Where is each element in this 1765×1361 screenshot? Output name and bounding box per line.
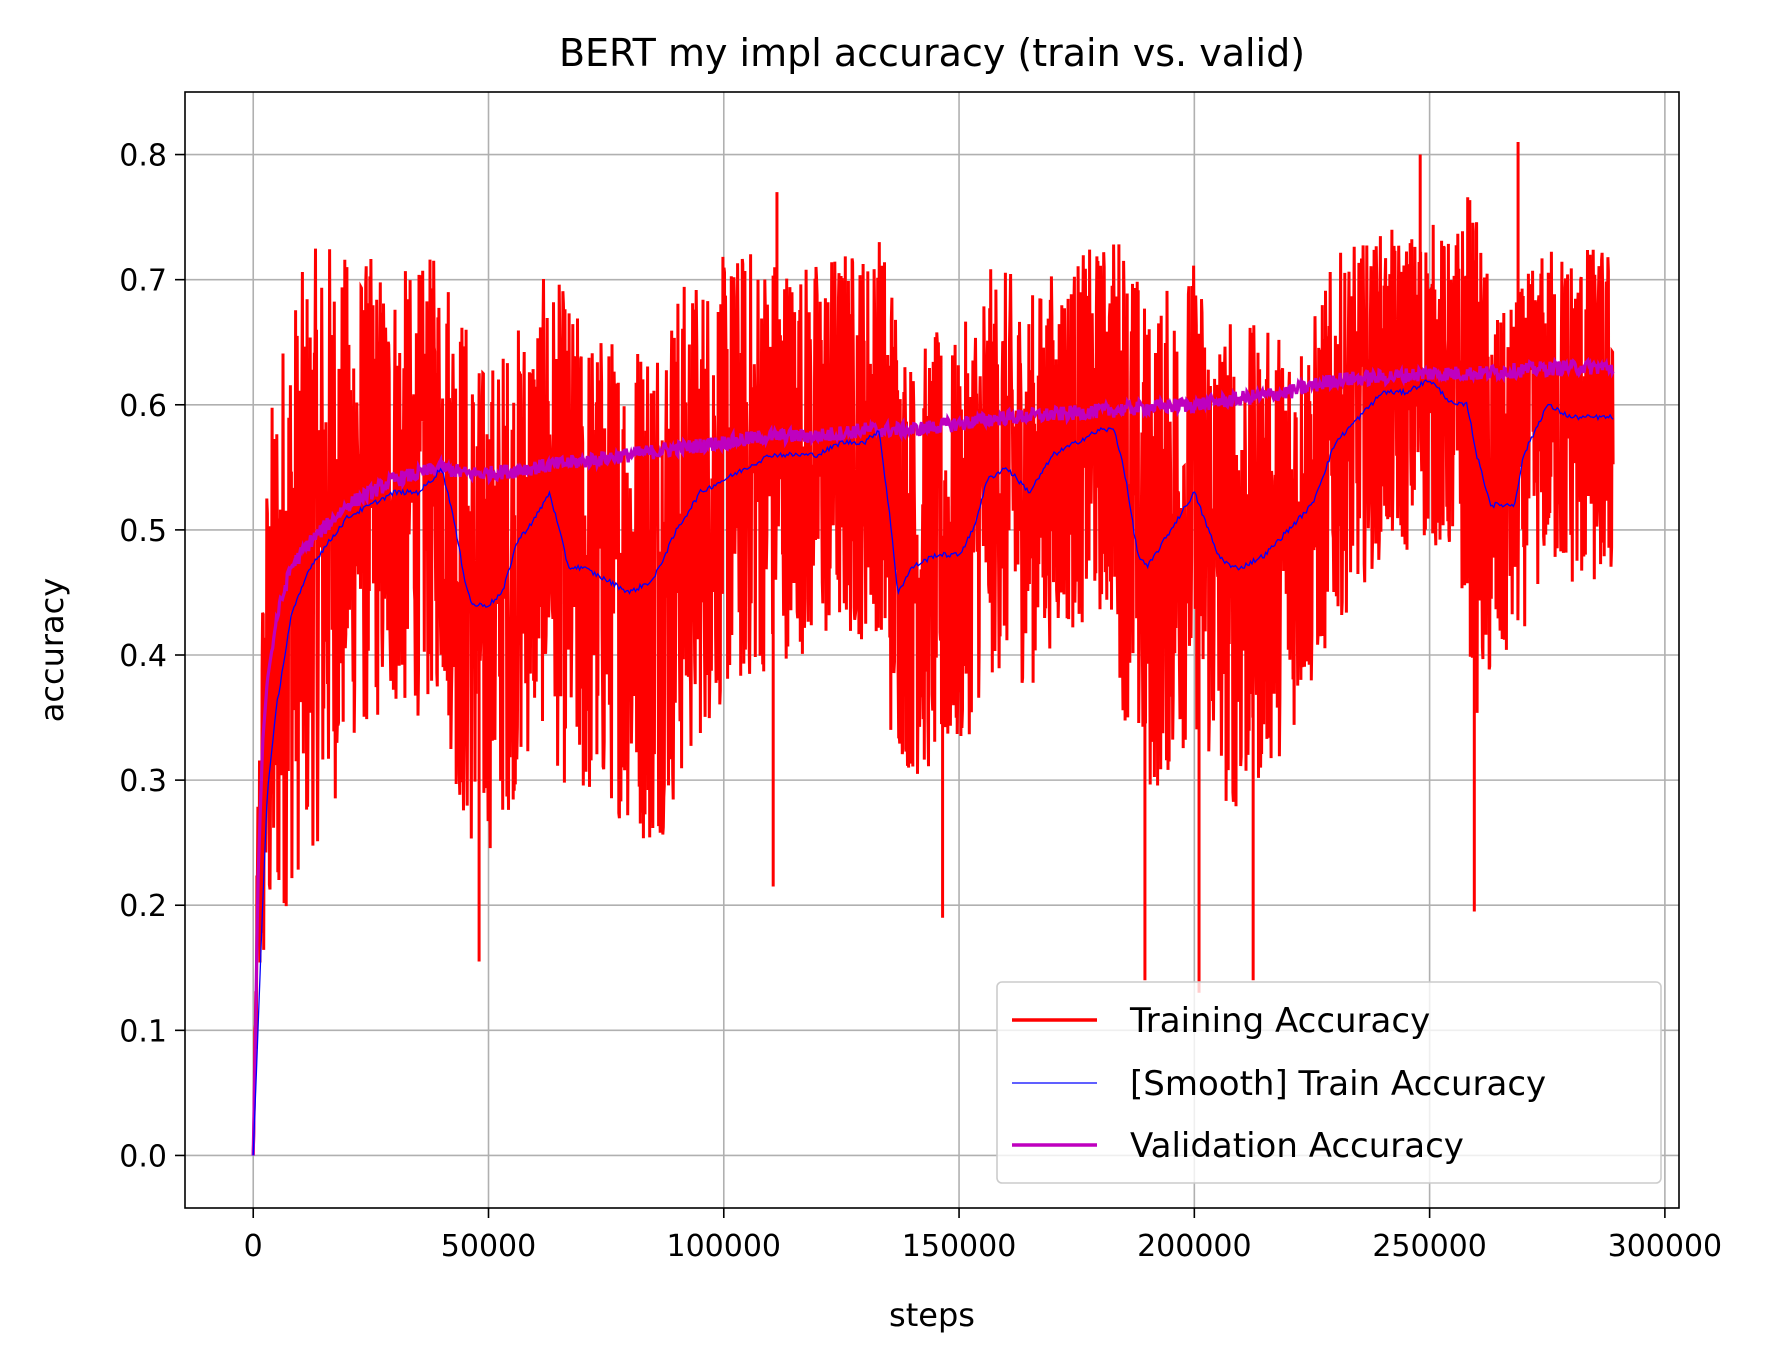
x-axis-ticks: 0 50000 100000 150000 200000 250000 300000	[244, 1208, 1722, 1264]
y-axis-label: accuracy	[33, 578, 71, 722]
y-tick-label: 0.0	[119, 1139, 167, 1174]
series-validation-accuracy	[251, 356, 1615, 1156]
x-tick-label: 300000	[1608, 1229, 1723, 1264]
x-tick-label: 100000	[667, 1229, 782, 1264]
y-tick-label: 0.8	[119, 139, 167, 174]
y-tick-label: 0.7	[119, 264, 167, 299]
x-tick-label: 50000	[441, 1229, 536, 1264]
plot-area	[251, 142, 1615, 1156]
y-tick-label: 0.1	[119, 1014, 167, 1049]
y-tick-label: 0.4	[119, 639, 167, 674]
x-axis-label: steps	[889, 1296, 975, 1334]
x-tick-label: 200000	[1137, 1229, 1252, 1264]
y-tick-label: 0.6	[119, 389, 167, 424]
x-tick-label: 0	[244, 1229, 263, 1264]
legend-label-training-accuracy: Training Accuracy	[1129, 1001, 1430, 1041]
legend: Training Accuracy [Smooth] Train Accurac…	[996, 981, 1662, 1184]
y-axis-ticks: 0.0 0.1 0.2 0.3 0.4 0.5 0.6 0.7 0.8	[119, 139, 185, 1174]
y-tick-label: 0.3	[119, 764, 167, 799]
x-tick-label: 250000	[1372, 1229, 1487, 1264]
series-smooth-train-accuracy	[252, 379, 1614, 1156]
y-tick-label: 0.2	[119, 889, 167, 924]
legend-label-validation-accuracy: Validation Accuracy	[1130, 1126, 1464, 1166]
legend-label-smooth-train-accuracy: [Smooth] Train Accuracy	[1130, 1064, 1546, 1104]
plot-frame	[184, 91, 1680, 1209]
x-tick-label: 150000	[902, 1229, 1017, 1264]
legend-box	[996, 981, 1662, 1184]
y-tick-label: 0.5	[119, 514, 167, 549]
chart-title: BERT my impl accuracy (train vs. valid)	[559, 31, 1305, 75]
